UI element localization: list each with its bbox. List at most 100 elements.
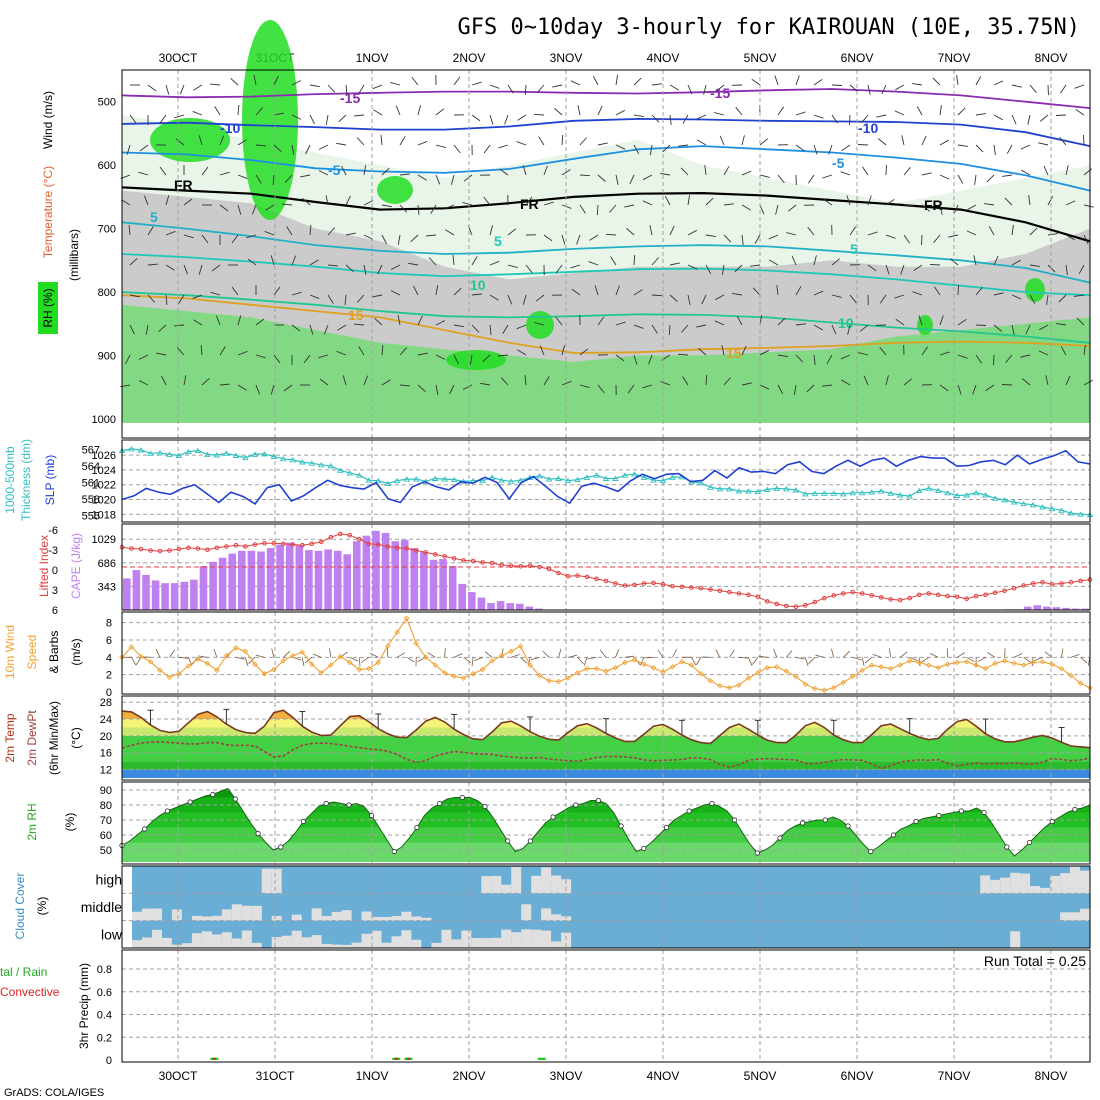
wind-barb — [543, 165, 548, 176]
wind-barb — [957, 384, 962, 395]
upper-date-label: 5NOV — [744, 51, 777, 65]
cloud-bar — [491, 937, 502, 948]
wind10-point — [1049, 661, 1055, 668]
lifted-index-point — [508, 563, 514, 569]
lifted-index-point — [1040, 579, 1045, 585]
cape-bar — [420, 552, 428, 610]
wind-barb — [533, 113, 545, 116]
upper-date-label: 7NOV — [938, 51, 971, 65]
lifted-index-point — [850, 589, 856, 595]
wind-barb — [633, 254, 636, 266]
wind-barb — [147, 263, 159, 266]
contour-label: 15 — [348, 307, 364, 323]
wind10-barb — [773, 648, 778, 658]
wind-barb — [143, 195, 149, 206]
wind10-barb — [244, 657, 249, 667]
wind-barb — [502, 324, 509, 334]
wind-barb — [774, 75, 779, 86]
wind-barb — [1027, 114, 1031, 125]
panel-frame — [121, 611, 1091, 695]
wind-barb — [482, 354, 491, 363]
wind-barb — [498, 354, 509, 357]
lifted-index-point — [309, 541, 315, 547]
wind10-point — [603, 668, 609, 674]
thickness-point — [650, 477, 657, 483]
wind-barb — [823, 198, 833, 206]
wind-barb — [795, 111, 806, 116]
wind10-point — [584, 665, 590, 672]
thickness-point — [792, 487, 800, 493]
wind10-point — [157, 667, 163, 674]
wind10-point — [622, 659, 628, 666]
precip-tick-label: 0.2 — [97, 1032, 112, 1044]
wind-barb — [885, 164, 887, 176]
rh-tick-label: 70 — [100, 815, 112, 827]
wind10-barb — [271, 648, 275, 658]
wind-barb — [879, 294, 887, 304]
pressure-tick-label: 700 — [98, 224, 116, 236]
wind10-point — [536, 672, 543, 679]
panel-frame — [121, 69, 1091, 439]
cape-bar — [190, 579, 198, 610]
wind10-point — [764, 664, 771, 671]
wind10-barb — [427, 652, 436, 658]
cloud-bar — [331, 944, 342, 948]
thickness-point — [507, 478, 515, 484]
temp-band — [122, 710, 1090, 719]
wind-barb — [255, 354, 266, 359]
wind10-point — [394, 629, 400, 635]
cloud-bar — [551, 914, 562, 921]
wind-barb — [822, 174, 833, 179]
cape-bar — [1043, 606, 1051, 610]
isotherm-5b — [121, 253, 1091, 297]
thickness-point — [915, 487, 923, 494]
wind-barb — [754, 234, 761, 244]
thickness-point — [735, 488, 743, 494]
cape-lifted-panel: -6 -3 0 3 6 343 686 1029 — [48, 523, 1093, 617]
wind10-point — [204, 660, 211, 667]
wind-barb — [795, 354, 804, 363]
wind-barb — [1011, 84, 1022, 88]
wind-barb — [1083, 379, 1093, 386]
cape-bar — [132, 570, 141, 610]
wind10-barb — [715, 649, 721, 658]
wind10-barb — [213, 648, 218, 658]
chart-title: GFS 0~10day 3-hourly for KAIROUAN (10E, … — [457, 15, 1080, 40]
wind10-barb — [329, 648, 332, 658]
cloud-bar — [201, 916, 212, 921]
wind-barb — [138, 171, 149, 176]
wind-barb — [741, 382, 752, 386]
wind-barb — [592, 75, 599, 86]
wind-barb — [247, 258, 257, 266]
rh2m-point — [686, 808, 692, 814]
lifted-index-point — [556, 570, 561, 576]
wind-barb — [849, 226, 857, 236]
wind-barb — [813, 324, 823, 331]
contour-label: 5 — [850, 241, 858, 257]
lifted-index-point — [964, 596, 969, 602]
temp-tick-label: 12 — [100, 765, 112, 777]
cape-bar — [1033, 605, 1042, 610]
panel-frame — [121, 439, 1091, 523]
contour-label: 5 — [150, 209, 158, 225]
rh2m-point — [1026, 839, 1033, 846]
wind10-point — [1030, 659, 1036, 666]
wind-barb — [696, 114, 707, 120]
lifted-index-point — [480, 560, 485, 565]
wind-barb — [273, 112, 284, 116]
wind-barb — [516, 324, 527, 330]
wind10-barb — [1044, 651, 1053, 658]
thickness-point — [412, 476, 420, 482]
slp-line — [121, 449, 1091, 505]
cloud-bar — [241, 905, 252, 921]
wind10-barb — [599, 650, 607, 658]
wind-barb — [972, 384, 977, 395]
wind-barb — [183, 234, 194, 239]
wind-barb — [237, 104, 240, 116]
wind-barb — [615, 354, 625, 362]
wind-barb — [777, 174, 785, 184]
wind-barb — [714, 294, 725, 301]
wind-barb — [723, 166, 730, 176]
wind10-point — [565, 675, 571, 681]
